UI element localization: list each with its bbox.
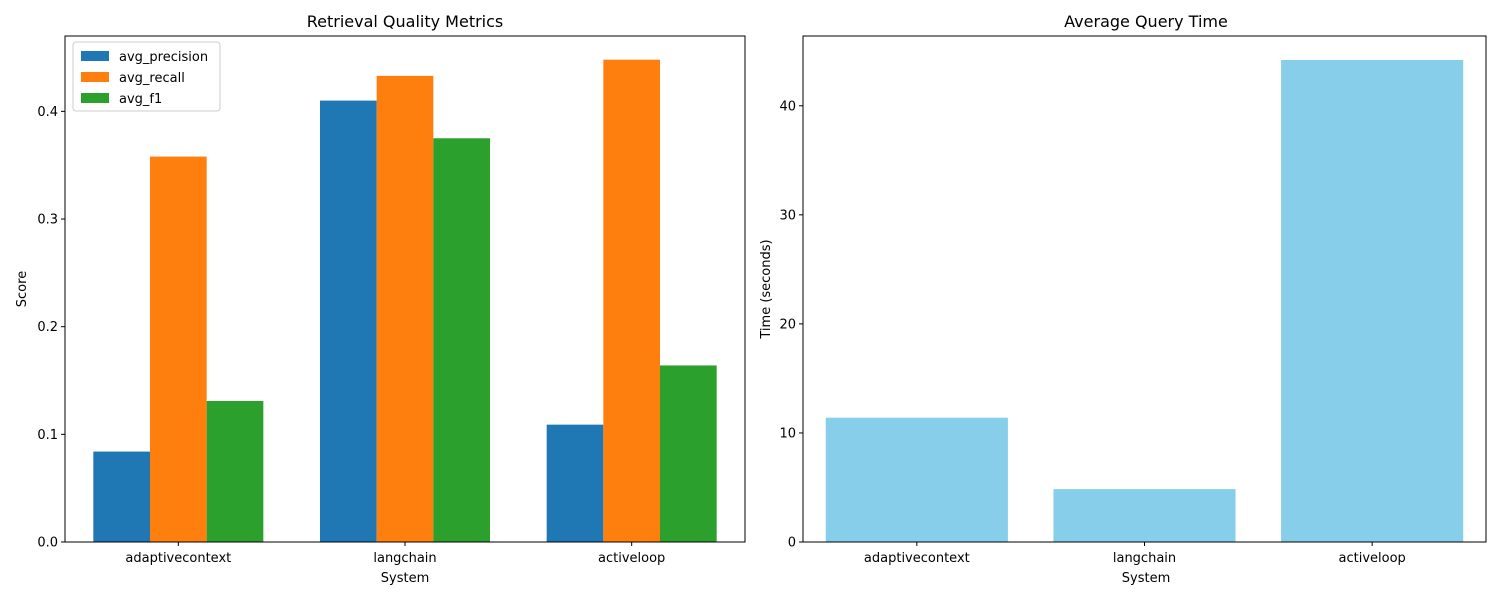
y-tick-label: 10 (779, 426, 796, 441)
y-tick-label: 0.0 (37, 536, 58, 551)
y-tick-label: 0.2 (37, 320, 58, 335)
bar-avg-precision-langchain (320, 100, 377, 543)
legend-swatch (81, 72, 109, 82)
y-tick-label: 40 (779, 99, 796, 114)
legend-box (72, 41, 221, 112)
bar-avg-f1-adaptivecontext (206, 400, 264, 542)
bar-avg-precision-activeloop (546, 424, 604, 542)
bar-value-adaptivecontext (825, 417, 1008, 542)
x-tick-label: activeloop (1339, 551, 1406, 566)
chart-title: Retrieval Quality Metrics (307, 12, 504, 31)
chart-title: Average Query Time (1064, 12, 1228, 31)
bar-avg-recall-langchain (376, 75, 434, 542)
x-tick-label: activeloop (598, 551, 665, 566)
retrieval-quality-chart: Retrieval Quality Metrics System Score 0… (15, 12, 746, 586)
x-tick-label: adaptivecontext (125, 551, 231, 566)
y-tick-label: 0 (788, 536, 796, 551)
bar-value-activeloop (1281, 59, 1464, 542)
bar-avg-precision-adaptivecontext (93, 451, 150, 542)
x-tick-label: adaptivecontext (864, 551, 970, 566)
query-time-chart: Average Query Time System Time (seconds)… (759, 12, 1487, 586)
legend-label: avg_precision (119, 50, 208, 65)
y-tick-label: 0.4 (37, 105, 58, 120)
bar-avg-recall-activeloop (603, 59, 660, 542)
legend-swatch (81, 93, 109, 103)
x-axis-label: System (1122, 571, 1170, 586)
y-tick-label: 20 (779, 317, 796, 332)
bar-avg-recall-adaptivecontext (150, 156, 207, 542)
bar-avg-f1-langchain (433, 138, 490, 542)
y-tick-label: 0.3 (37, 213, 58, 228)
legend: avg_precision avg_recall avg_f1 (72, 41, 221, 112)
bar-value-langchain (1053, 489, 1236, 542)
y-tick-label: 30 (779, 208, 796, 223)
x-tick-label: langchain (373, 551, 436, 566)
y-axis-label: Time (seconds) (759, 239, 774, 339)
legend-swatch (81, 51, 109, 61)
x-tick-label: langchain (1113, 551, 1176, 566)
legend-label: avg_f1 (119, 92, 162, 107)
legend-label: avg_recall (119, 71, 185, 86)
bar-avg-f1-activeloop (660, 365, 717, 542)
y-tick-label: 0.1 (37, 428, 58, 443)
x-axis-label: System (381, 571, 429, 586)
y-axis-label: Score (15, 271, 30, 307)
